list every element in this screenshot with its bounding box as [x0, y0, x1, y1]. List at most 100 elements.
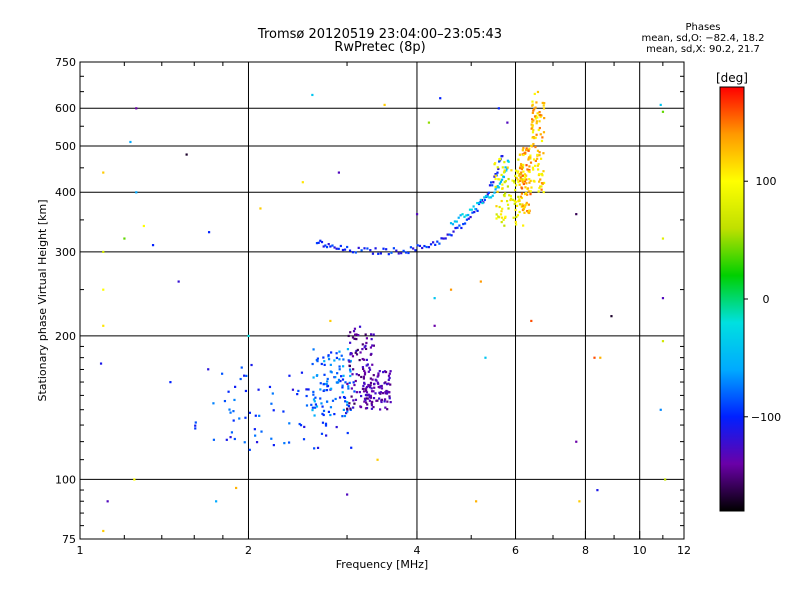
data-point — [351, 373, 354, 376]
data-point — [449, 288, 453, 291]
data-point — [515, 204, 519, 207]
data-point — [529, 155, 532, 159]
data-point — [664, 478, 667, 481]
data-point — [366, 363, 369, 366]
data-point — [133, 478, 136, 481]
data-point — [348, 249, 352, 252]
data-point — [409, 246, 413, 249]
data-point — [362, 377, 366, 380]
data-point — [365, 358, 368, 362]
data-point — [371, 344, 374, 347]
data-point — [506, 166, 509, 169]
data-point — [376, 375, 379, 378]
data-point — [337, 247, 340, 250]
data-point — [531, 124, 534, 127]
data-point — [395, 249, 398, 252]
data-point — [223, 399, 227, 403]
data-point — [342, 365, 345, 368]
data-point — [312, 393, 315, 396]
data-point — [438, 242, 441, 245]
data-point — [521, 181, 524, 184]
data-point — [238, 417, 241, 420]
data-point — [313, 400, 316, 403]
data-point — [459, 214, 462, 217]
data-point — [501, 154, 504, 158]
data-point — [536, 116, 539, 119]
data-point — [319, 388, 322, 391]
data-point — [322, 409, 326, 412]
data-point — [356, 348, 359, 352]
data-point — [512, 180, 516, 183]
data-point — [212, 438, 216, 441]
data-point — [323, 360, 326, 363]
data-point — [367, 397, 370, 400]
data-point — [348, 402, 351, 405]
data-point — [513, 199, 516, 202]
data-point — [311, 362, 314, 366]
data-point — [338, 350, 341, 353]
data-point — [504, 166, 507, 169]
data-point — [451, 223, 455, 226]
data-point — [245, 374, 248, 378]
data-point — [349, 352, 352, 355]
data-point — [543, 102, 546, 105]
data-point — [503, 181, 506, 184]
data-point — [463, 222, 467, 225]
data-point — [379, 385, 382, 388]
data-point — [500, 199, 503, 203]
data-point — [661, 340, 665, 343]
data-point — [540, 185, 543, 188]
data-point — [377, 385, 380, 389]
data-point — [501, 207, 504, 210]
data-point — [542, 170, 545, 173]
data-point — [194, 421, 197, 424]
data-point — [351, 251, 355, 254]
data-point — [407, 251, 410, 255]
data-point — [532, 109, 535, 112]
data-point — [312, 390, 315, 394]
data-point — [496, 190, 499, 193]
data-point — [314, 403, 318, 406]
data-point — [494, 173, 497, 176]
data-point — [365, 387, 368, 390]
data-point — [317, 241, 320, 244]
data-point — [494, 174, 497, 177]
data-point — [502, 218, 505, 221]
data-point — [354, 351, 357, 354]
data-point — [343, 414, 347, 418]
data-point — [319, 239, 322, 242]
data-point — [346, 431, 349, 435]
data-point — [291, 388, 295, 391]
data-point — [530, 319, 533, 323]
data-point — [519, 176, 522, 179]
data-point — [503, 194, 506, 198]
data-point — [330, 387, 333, 390]
data-point — [177, 280, 180, 283]
data-point — [303, 425, 306, 429]
data-point — [244, 389, 248, 393]
data-point — [347, 359, 350, 362]
data-point — [532, 158, 536, 161]
data-point — [326, 377, 329, 381]
data-point — [494, 162, 497, 165]
data-point — [659, 408, 662, 411]
data-point — [359, 405, 363, 409]
data-point — [345, 412, 348, 415]
data-point — [351, 355, 355, 358]
data-point — [349, 370, 352, 373]
data-point — [362, 390, 366, 393]
data-point — [319, 397, 322, 400]
data-point — [321, 421, 325, 424]
data-point — [227, 390, 230, 393]
data-point — [511, 198, 514, 201]
data-point — [376, 381, 379, 384]
data-point — [348, 368, 352, 371]
phase-stat-o: mean, sd,O: −82.4, 18.2 — [641, 33, 765, 44]
data-point — [530, 186, 533, 189]
data-point — [533, 137, 536, 140]
data-point — [514, 220, 517, 224]
data-point — [453, 220, 456, 223]
data-point — [535, 101, 538, 104]
data-point — [523, 211, 526, 214]
data-point — [535, 120, 538, 123]
